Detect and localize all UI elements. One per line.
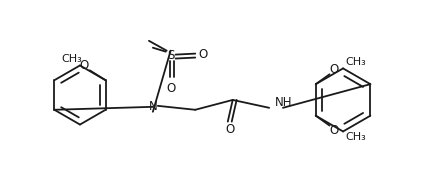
Text: O: O bbox=[79, 59, 88, 72]
Text: O: O bbox=[330, 124, 339, 137]
Text: CH₃: CH₃ bbox=[346, 132, 366, 142]
Text: O: O bbox=[166, 82, 175, 95]
Text: O: O bbox=[330, 63, 339, 76]
Text: O: O bbox=[225, 123, 234, 136]
Text: CH₃: CH₃ bbox=[346, 58, 366, 67]
Text: O: O bbox=[198, 48, 208, 61]
Text: N: N bbox=[148, 100, 157, 113]
Text: S: S bbox=[167, 49, 174, 62]
Text: NH: NH bbox=[275, 96, 292, 109]
Text: CH₃: CH₃ bbox=[62, 54, 82, 63]
